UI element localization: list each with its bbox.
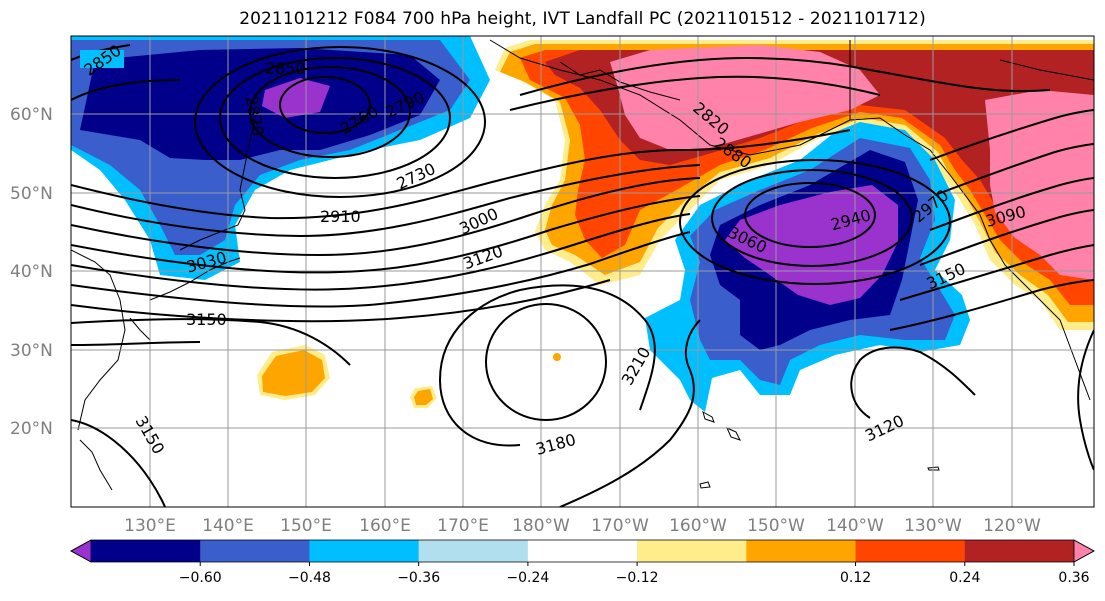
lon-label: 160°E [359, 516, 411, 536]
colorbar-segment [91, 540, 201, 562]
graticule [71, 36, 1094, 507]
colorbar-segments [70, 539, 1095, 563]
colorbar-segment [309, 540, 420, 562]
lon-label: 130°E [124, 516, 176, 536]
colorbar-segment [964, 540, 1075, 562]
colorbar-segment [418, 540, 529, 562]
contour-label: 2850 [265, 59, 306, 78]
colorbar-segment [746, 540, 857, 562]
map-field: 2850 2850 2820 2760 2790 2730 2910 3000 … [71, 36, 1094, 507]
colorbar-extend-min [70, 539, 92, 563]
colorbar-tick-label: −0.60 [179, 570, 222, 586]
map-title: 2021101212 F084 700 hPa height, IVT Land… [239, 9, 926, 29]
lat-label: 20°N [10, 419, 53, 439]
lon-label: 170°E [437, 516, 489, 536]
lon-label: 120°W [983, 516, 1041, 536]
colorbar-segment [200, 540, 310, 562]
lon-label: 150°E [280, 516, 332, 536]
lon-label: 150°W [747, 516, 805, 536]
height-contours [71, 44, 1094, 507]
colorbar-segment [637, 540, 747, 562]
positive-anomaly-south [257, 345, 561, 408]
lon-label: 140°E [202, 516, 254, 536]
colorbar-segment [855, 540, 966, 562]
colorbar-outline [70, 539, 1095, 563]
colorbar-segment [527, 540, 638, 562]
map-frame [70, 35, 1095, 508]
longitude-labels: 130°E 140°E 150°E 160°E 170°E 180°W 170°… [124, 516, 1041, 536]
contour-label: 2910 [320, 207, 361, 226]
lon-label: 130°W [904, 516, 962, 536]
lat-label: 30°N [10, 341, 53, 361]
colorbar-tick-label: −0.48 [288, 570, 331, 586]
colorbar-extend-max [1073, 539, 1095, 563]
colorbar-tick-label: 0.24 [949, 570, 980, 586]
lon-label: 170°W [591, 516, 649, 536]
colorbar-tick-label: 0.12 [840, 570, 871, 586]
lat-label: 50°N [10, 184, 53, 204]
lon-label: 160°W [669, 516, 727, 536]
lon-label: 140°W [826, 516, 884, 536]
latitude-labels: 60°N 50°N 40°N 30°N 20°N [10, 105, 53, 439]
lat-label: 60°N [10, 105, 53, 125]
lat-label: 40°N [10, 262, 53, 282]
colorbar-tick-label: −0.24 [506, 570, 549, 586]
colorbar-tick-label: 0.36 [1058, 570, 1089, 586]
colorbar: −0.60−0.48−0.36−0.24−0.120.120.240.360.4… [70, 539, 1095, 586]
colorbar-ticks: −0.60−0.48−0.36−0.24−0.120.120.240.360.4… [179, 562, 1090, 586]
lon-label: 180°W [512, 516, 570, 536]
colorbar-tick-label: −0.36 [397, 570, 440, 586]
contour-label: 3150 [186, 310, 227, 329]
islands [699, 410, 940, 489]
colorbar-tick-label: −0.12 [616, 570, 659, 586]
